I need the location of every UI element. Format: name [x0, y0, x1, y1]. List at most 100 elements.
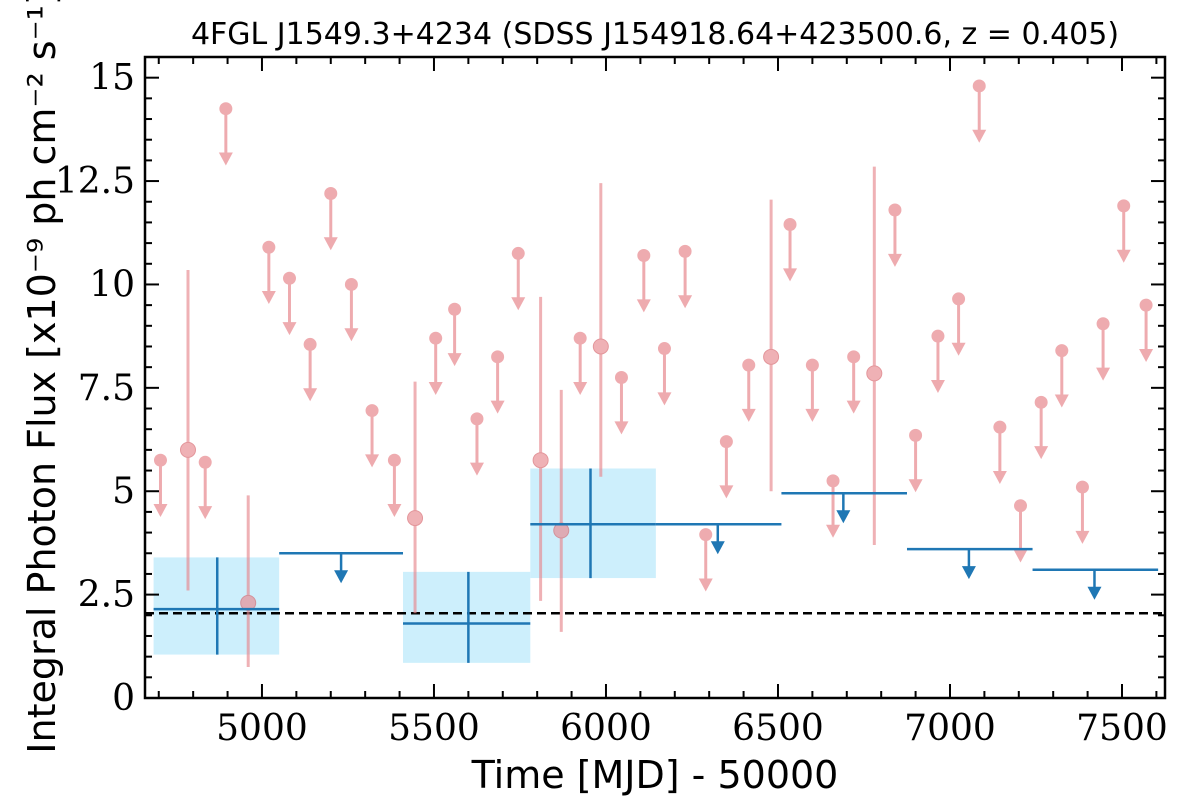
x-tick-label: 5500: [388, 708, 480, 749]
long-bin-upper-limit: [1032, 568, 1159, 600]
short-bin-upper-limit-point: [387, 453, 401, 467]
upper-limit-arrow-head: [657, 392, 672, 406]
short-bin-upper-limit: [826, 474, 841, 538]
x-tick-label: 7500: [1076, 708, 1168, 749]
upper-limit-arrow-head: [1087, 586, 1102, 600]
short-bin-upper-limit-point: [826, 474, 840, 488]
upper-limit-arrow-head: [447, 353, 462, 367]
short-bin-upper-limit-point: [1096, 317, 1110, 331]
upper-limit-arrow-head: [1139, 348, 1154, 362]
long-bin-detection: [153, 557, 280, 655]
short-bin-upper-limit-point: [719, 435, 733, 449]
short-bin-upper-limit-point: [219, 102, 233, 116]
x-tick-label: 6000: [560, 708, 652, 749]
chart-title: 4FGL J1549.3+4234 (SDSS J154918.64+42350…: [191, 17, 1119, 52]
x-tick-label: 6500: [732, 708, 824, 749]
short-bin-upper-limit-point: [573, 331, 587, 345]
short-bin-detection: [763, 199, 780, 492]
short-bin-upper-limit: [846, 350, 861, 414]
upper-limit-arrow-head: [908, 479, 923, 493]
short-bin-point: [240, 594, 257, 611]
short-bin-upper-limit-point: [678, 244, 692, 258]
upper-limit-arrow-head: [1054, 394, 1069, 408]
short-bin-upper-limit: [887, 203, 902, 267]
short-bin-upper-limit-point: [699, 528, 713, 542]
upper-limit-arrow-head: [961, 566, 976, 580]
upper-limit-arrow-head: [573, 382, 588, 396]
upper-limit-arrow-head: [710, 541, 725, 555]
upper-limit-arrow-head: [826, 524, 841, 538]
short-bin-point: [866, 365, 883, 382]
upper-limit-arrow-head: [153, 504, 168, 518]
short-bin-upper-limit: [1096, 317, 1111, 381]
short-bin-detection: [532, 296, 549, 601]
short-bin-upper-limit-point: [614, 371, 628, 384]
x-tick-label: 5000: [216, 708, 308, 749]
long-bin-detection: [403, 571, 531, 663]
upper-limit-arrow-head: [805, 408, 820, 422]
short-bin-upper-limit-point: [952, 292, 966, 306]
upper-limit-arrow-head: [614, 421, 629, 435]
short-bin-upper-limit: [678, 244, 693, 309]
upper-limit-arrow-head: [511, 297, 526, 311]
short-bin-upper-limit: [447, 302, 462, 367]
upper-limit-arrow-head: [951, 342, 966, 356]
short-bin-upper-limit-point: [931, 329, 945, 343]
upper-limit-arrow-head: [1096, 367, 1111, 381]
short-bin-upper-limit-point: [909, 428, 923, 442]
short-bin-upper-limit-point: [470, 412, 484, 426]
long-bin-upper-limit: [781, 492, 907, 524]
short-bin-upper-limit: [992, 420, 1007, 484]
y-tick-label: 0: [112, 678, 135, 719]
upper-limit-arrow-head: [972, 129, 987, 143]
short-bin-upper-limit-point: [344, 277, 358, 291]
short-bin-upper-limit: [783, 217, 798, 282]
short-bin-upper-limit: [1116, 199, 1131, 263]
upper-limit-arrow-head: [698, 578, 713, 592]
long-bin-upper-limit: [279, 552, 404, 584]
short-bin-upper-limit-point: [198, 455, 212, 469]
upper-limit-arrow-head: [469, 462, 484, 476]
upper-limit-arrow-head: [846, 400, 861, 414]
upper-limit-arrow-head: [218, 152, 233, 166]
short-bin-upper-limit-point: [657, 342, 671, 356]
short-bin-upper-limit-point: [1139, 298, 1153, 312]
upper-limit-arrow-head: [741, 408, 756, 422]
short-bin-upper-limit: [282, 271, 297, 336]
x-axis-label: Time [MJD] - 50000: [471, 753, 839, 797]
short-bin-detection: [407, 381, 424, 614]
short-bin-upper-limit: [198, 455, 213, 520]
short-bin-upper-limit: [387, 453, 402, 518]
x-tick-label: 7000: [904, 708, 996, 749]
plot-frame: [143, 55, 1167, 700]
y-tick-label: 5: [112, 471, 135, 512]
short-bin-upper-limit-point: [1055, 344, 1069, 358]
short-bin-point: [763, 348, 780, 365]
upper-limit-arrow-head: [387, 504, 402, 518]
short-bin-detection: [553, 389, 570, 632]
short-bin-upper-limit-point: [888, 203, 902, 217]
short-bin-upper-limit: [908, 428, 923, 493]
upper-limit-arrow-head: [334, 570, 349, 584]
short-bin-upper-limit-point: [805, 358, 819, 372]
short-bin-upper-limit: [1075, 480, 1090, 544]
short-bin-upper-limit: [951, 292, 966, 356]
upper-limit-arrow-head: [1013, 549, 1028, 563]
short-bin-upper-limit-point: [972, 79, 986, 93]
short-bin-upper-limit-point: [511, 246, 525, 260]
upper-limit-arrow-head: [887, 253, 902, 267]
long-bin-upper-limit: [906, 547, 1033, 580]
short-bin-upper-limit: [1013, 499, 1028, 563]
short-bin-upper-limit-point: [1034, 395, 1048, 409]
y-tick-label: 7.5: [78, 368, 135, 409]
short-bin-upper-limit: [344, 277, 359, 342]
short-bin-upper-limit: [428, 331, 443, 396]
upper-limit-arrow-head: [930, 379, 945, 393]
short-bin-upper-limit: [698, 528, 713, 592]
y-tick-label: 15: [89, 58, 135, 99]
y-tick-label: 10: [89, 264, 135, 305]
short-bin-upper-limit: [573, 331, 588, 396]
short-bin-upper-limit: [511, 246, 526, 311]
upper-limit-arrow-head: [198, 506, 213, 520]
